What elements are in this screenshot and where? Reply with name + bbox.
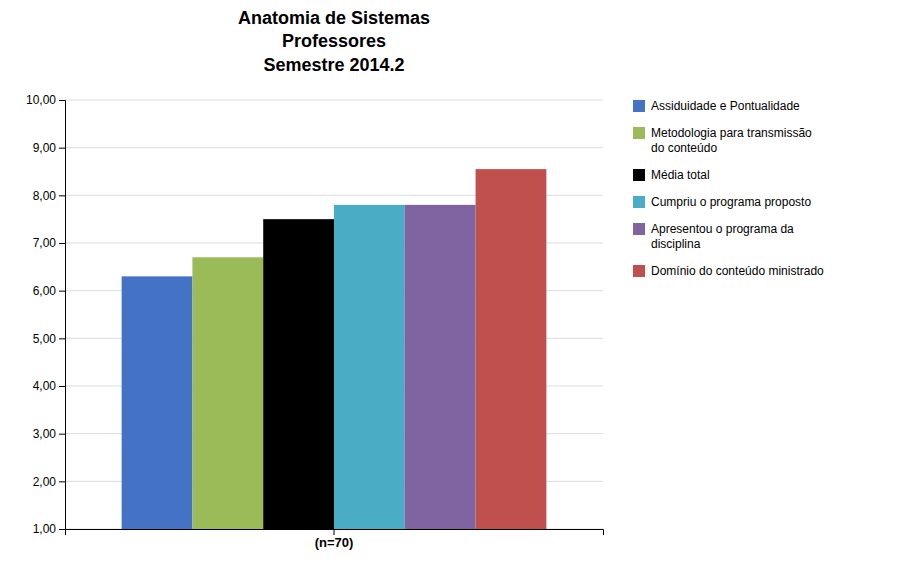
bar	[334, 205, 405, 529]
title-line: Anatomia de Sistemas	[238, 8, 430, 28]
y-tick-mark	[59, 338, 65, 339]
legend-label: Média total	[651, 168, 710, 182]
y-tick-label: 10,00	[26, 93, 56, 107]
x-tick-mark	[334, 529, 335, 535]
legend-swatch	[633, 127, 645, 139]
y-tick: 7,00	[33, 236, 65, 250]
x-axis: (n=70)	[66, 529, 604, 550]
y-tick: 10,00	[26, 93, 65, 107]
legend-label: Metodologia para transmissãodo conteúdo	[651, 126, 812, 155]
y-tick-mark	[59, 195, 65, 196]
title: Anatomia de Sistemas Professores Semestre …	[238, 8, 430, 75]
title-line: Semestre 2014.2	[263, 55, 404, 75]
y-tick-label: 9,00	[33, 141, 57, 155]
legend-swatch	[633, 223, 645, 235]
y-tick-mark	[59, 386, 65, 387]
bar	[476, 169, 547, 529]
legend-label: Assiduidade e Pontualidade	[651, 99, 800, 113]
legend-label: Domínio do conteúdo ministrado	[651, 264, 824, 278]
legend-label-line: Apresentou o programa da	[651, 222, 794, 236]
legend-label: Cumpriu o programa proposto	[651, 195, 811, 209]
y-tick-mark	[59, 529, 65, 530]
y-tick-label: 7,00	[33, 236, 57, 250]
legend-swatch	[633, 100, 645, 112]
legend-swatch	[633, 196, 645, 208]
title-line: Professores	[282, 31, 386, 51]
y-tick: 2,00	[33, 475, 65, 489]
x-axis-line	[66, 530, 604, 536]
legend-label-line: do conteúdo	[651, 141, 717, 155]
y-tick-label: 5,00	[33, 332, 57, 346]
y-tick: 6,00	[33, 284, 65, 298]
y-tick: 8,00	[33, 189, 65, 203]
legend-label-line: Domínio do conteúdo ministrado	[651, 264, 824, 278]
legend-item: Média total	[633, 168, 710, 182]
grid-line	[65, 100, 603, 101]
y-axis-line	[59, 101, 66, 530]
legend-label-line: disciplina	[651, 237, 701, 251]
legend-swatch	[633, 265, 645, 277]
y-tick-mark	[59, 434, 65, 435]
x-tick: (n=70)	[315, 529, 354, 550]
legend-item: Cumpriu o programa proposto	[633, 195, 811, 209]
bar	[192, 257, 263, 529]
legend-item: Apresentou o programa dadisciplina	[633, 222, 794, 251]
x-tick-label: (n=70)	[315, 535, 354, 550]
grid	[65, 100, 603, 529]
y-tick-label: 2,00	[33, 475, 57, 489]
bar	[122, 276, 193, 529]
y-tick: 3,00	[33, 427, 65, 441]
grid-line	[65, 147, 603, 148]
y-tick-mark	[59, 243, 65, 244]
legend: Assiduidade e Pontualidade Metodologia pa…	[633, 99, 824, 278]
legend-label-line: Cumpriu o programa proposto	[651, 195, 811, 209]
legend-label: Apresentou o programa dadisciplina	[651, 222, 794, 251]
y-tick-label: 6,00	[33, 284, 57, 298]
y-tick-label: 8,00	[33, 189, 57, 203]
legend-label-line: Assiduidade e Pontualidade	[651, 99, 800, 113]
y-tick-mark	[59, 481, 65, 482]
y-tick: 5,00	[33, 332, 65, 346]
y-tick-label: 1,00	[33, 522, 57, 536]
y-tick: 4,00	[33, 379, 65, 393]
legend-label-line: Metodologia para transmissão	[651, 126, 812, 140]
chart: Anatomia de Sistemas Professores Semestre …	[0, 0, 923, 579]
plot: 1,00 2,00 3,00 4,00 5,00 6,00 7,00 8,00 9,00 10,0…	[26, 93, 604, 550]
bars	[122, 169, 547, 529]
legend-item: Assiduidade e Pontualidade	[633, 99, 800, 113]
legend-swatch	[633, 169, 645, 181]
legend-label-line: Média total	[651, 168, 710, 182]
y-tick: 1,00	[33, 522, 65, 536]
bar	[263, 219, 334, 529]
y-tick: 9,00	[33, 141, 65, 155]
y-tick-label: 4,00	[33, 379, 57, 393]
y-tick-label: 3,00	[33, 427, 57, 441]
y-axis: 1,00 2,00 3,00 4,00 5,00 6,00 7,00 8,00 9,00 10,0…	[26, 93, 66, 536]
y-tick-mark	[59, 291, 65, 292]
y-tick-mark	[59, 148, 65, 149]
legend-item: Metodologia para transmissãodo conteúdo	[633, 126, 812, 155]
legend-item: Domínio do conteúdo ministrado	[633, 264, 824, 278]
bar	[405, 205, 476, 529]
y-tick-mark	[59, 100, 65, 101]
